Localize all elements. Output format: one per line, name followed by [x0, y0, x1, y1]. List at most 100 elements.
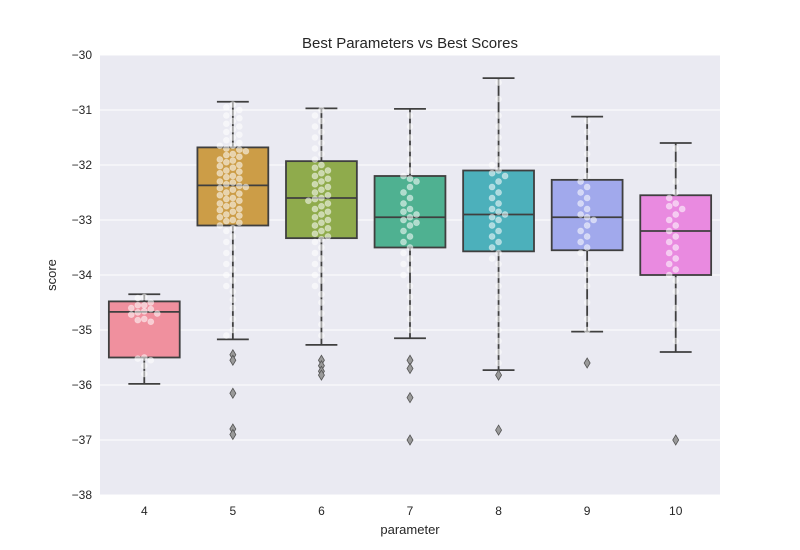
swarm-point: [583, 315, 591, 323]
swarm-point: [229, 179, 237, 187]
swarm-point: [577, 238, 585, 246]
swarm-point: [583, 172, 591, 180]
swarm-point: [406, 282, 414, 290]
swarm-point: [324, 183, 332, 191]
swarm-point: [140, 301, 148, 309]
swarm-point: [235, 153, 243, 161]
swarm-point: [229, 201, 237, 209]
swarm-point: [318, 202, 325, 210]
swarm-point: [488, 233, 496, 240]
swarm-point: [140, 362, 148, 370]
swarm-point: [583, 205, 591, 213]
swarm-point: [400, 189, 407, 196]
swarm-point: [140, 315, 148, 323]
swarm-point: [318, 161, 325, 169]
y-tick-label: −33: [72, 213, 93, 227]
swarm-point: [318, 117, 325, 125]
y-tick-label: −32: [72, 158, 93, 172]
swarm-point: [583, 150, 591, 158]
swarm-point: [318, 235, 325, 243]
swarm-point: [229, 216, 237, 224]
swarm-point: [140, 370, 148, 378]
swarm-point: [413, 178, 420, 185]
swarm-point: [495, 178, 502, 185]
swarm-point: [229, 266, 237, 273]
swarm-point: [577, 178, 585, 185]
swarm-point: [222, 128, 230, 136]
swarm-point: [583, 222, 591, 229]
swarm-point: [311, 205, 319, 213]
swarm-point: [324, 208, 332, 216]
swarm-point: [311, 112, 319, 119]
swarm-point: [495, 134, 502, 141]
swarm-point: [413, 219, 420, 227]
swarm-point: [406, 233, 414, 240]
swarm-point: [672, 200, 680, 207]
swarm-point: [495, 348, 502, 356]
swarm-point: [672, 266, 680, 273]
swarm-point: [222, 282, 230, 290]
swarm-point: [672, 178, 680, 185]
swarm-point: [229, 277, 237, 284]
swarm-point: [318, 266, 325, 273]
swarm-point: [222, 167, 230, 174]
swarm-point: [406, 194, 414, 202]
swarm-point: [216, 178, 224, 185]
outlier-marker: [495, 369, 503, 381]
outlier-marker: [229, 354, 237, 367]
swarm-point: [222, 136, 230, 144]
swarm-point: [488, 183, 496, 191]
swarm-point: [318, 150, 325, 158]
swarm-point: [495, 249, 502, 257]
x-tick-label: 5: [230, 504, 237, 518]
y-tick-label: −36: [72, 378, 93, 392]
x-tick-label: 7: [407, 504, 414, 518]
swarm-point: [147, 299, 155, 306]
swarm-point: [222, 227, 230, 235]
swarm-point: [495, 95, 502, 103]
swarm-point: [495, 304, 502, 312]
swarm-point: [134, 301, 142, 309]
x-axis-label: parameter: [380, 522, 440, 537]
swarm-point: [324, 200, 332, 207]
swarm-point: [229, 288, 237, 295]
swarm-point: [488, 213, 496, 221]
swarm-point: [311, 172, 319, 180]
swarm-point: [665, 271, 673, 279]
swarm-point: [672, 145, 680, 152]
swarm-point: [140, 354, 148, 361]
swarm-point: [406, 244, 414, 251]
outlier-marker: [229, 387, 237, 400]
swarm-point: [495, 79, 502, 86]
swarm-point: [229, 125, 237, 133]
swarm-point: [583, 326, 591, 334]
swarm-point: [229, 194, 237, 202]
swarm-point: [488, 205, 496, 213]
swarm-point: [222, 112, 230, 119]
swarm-point: [583, 128, 591, 136]
swarm-point: [311, 195, 319, 203]
x-tick-label: 6: [318, 504, 325, 518]
swarm-point: [222, 103, 230, 111]
swarm-point: [229, 315, 237, 323]
swarm-point: [488, 161, 496, 169]
swarm-point: [140, 307, 148, 315]
swarm-point: [583, 161, 591, 169]
swarm-point: [495, 238, 502, 246]
swarm-point: [235, 123, 243, 130]
swarm-point: [216, 206, 224, 214]
outlier-marker: [406, 362, 414, 375]
swarm-point: [229, 157, 237, 165]
swarm-point: [406, 183, 414, 191]
swarm-point: [324, 233, 332, 240]
swarm-point: [318, 128, 325, 136]
swarm-point: [127, 311, 135, 319]
swarm-point: [488, 194, 496, 202]
swarm-point: [229, 304, 237, 312]
swarm-point: [672, 244, 680, 251]
swarm-point: [400, 260, 407, 268]
swarm-point: [229, 224, 237, 232]
swarm-point: [222, 211, 230, 218]
y-tick-labels: −30 −31 −32 −33 −34 −35 −36 −37 −38: [72, 48, 93, 502]
swarm-point: [222, 271, 230, 279]
